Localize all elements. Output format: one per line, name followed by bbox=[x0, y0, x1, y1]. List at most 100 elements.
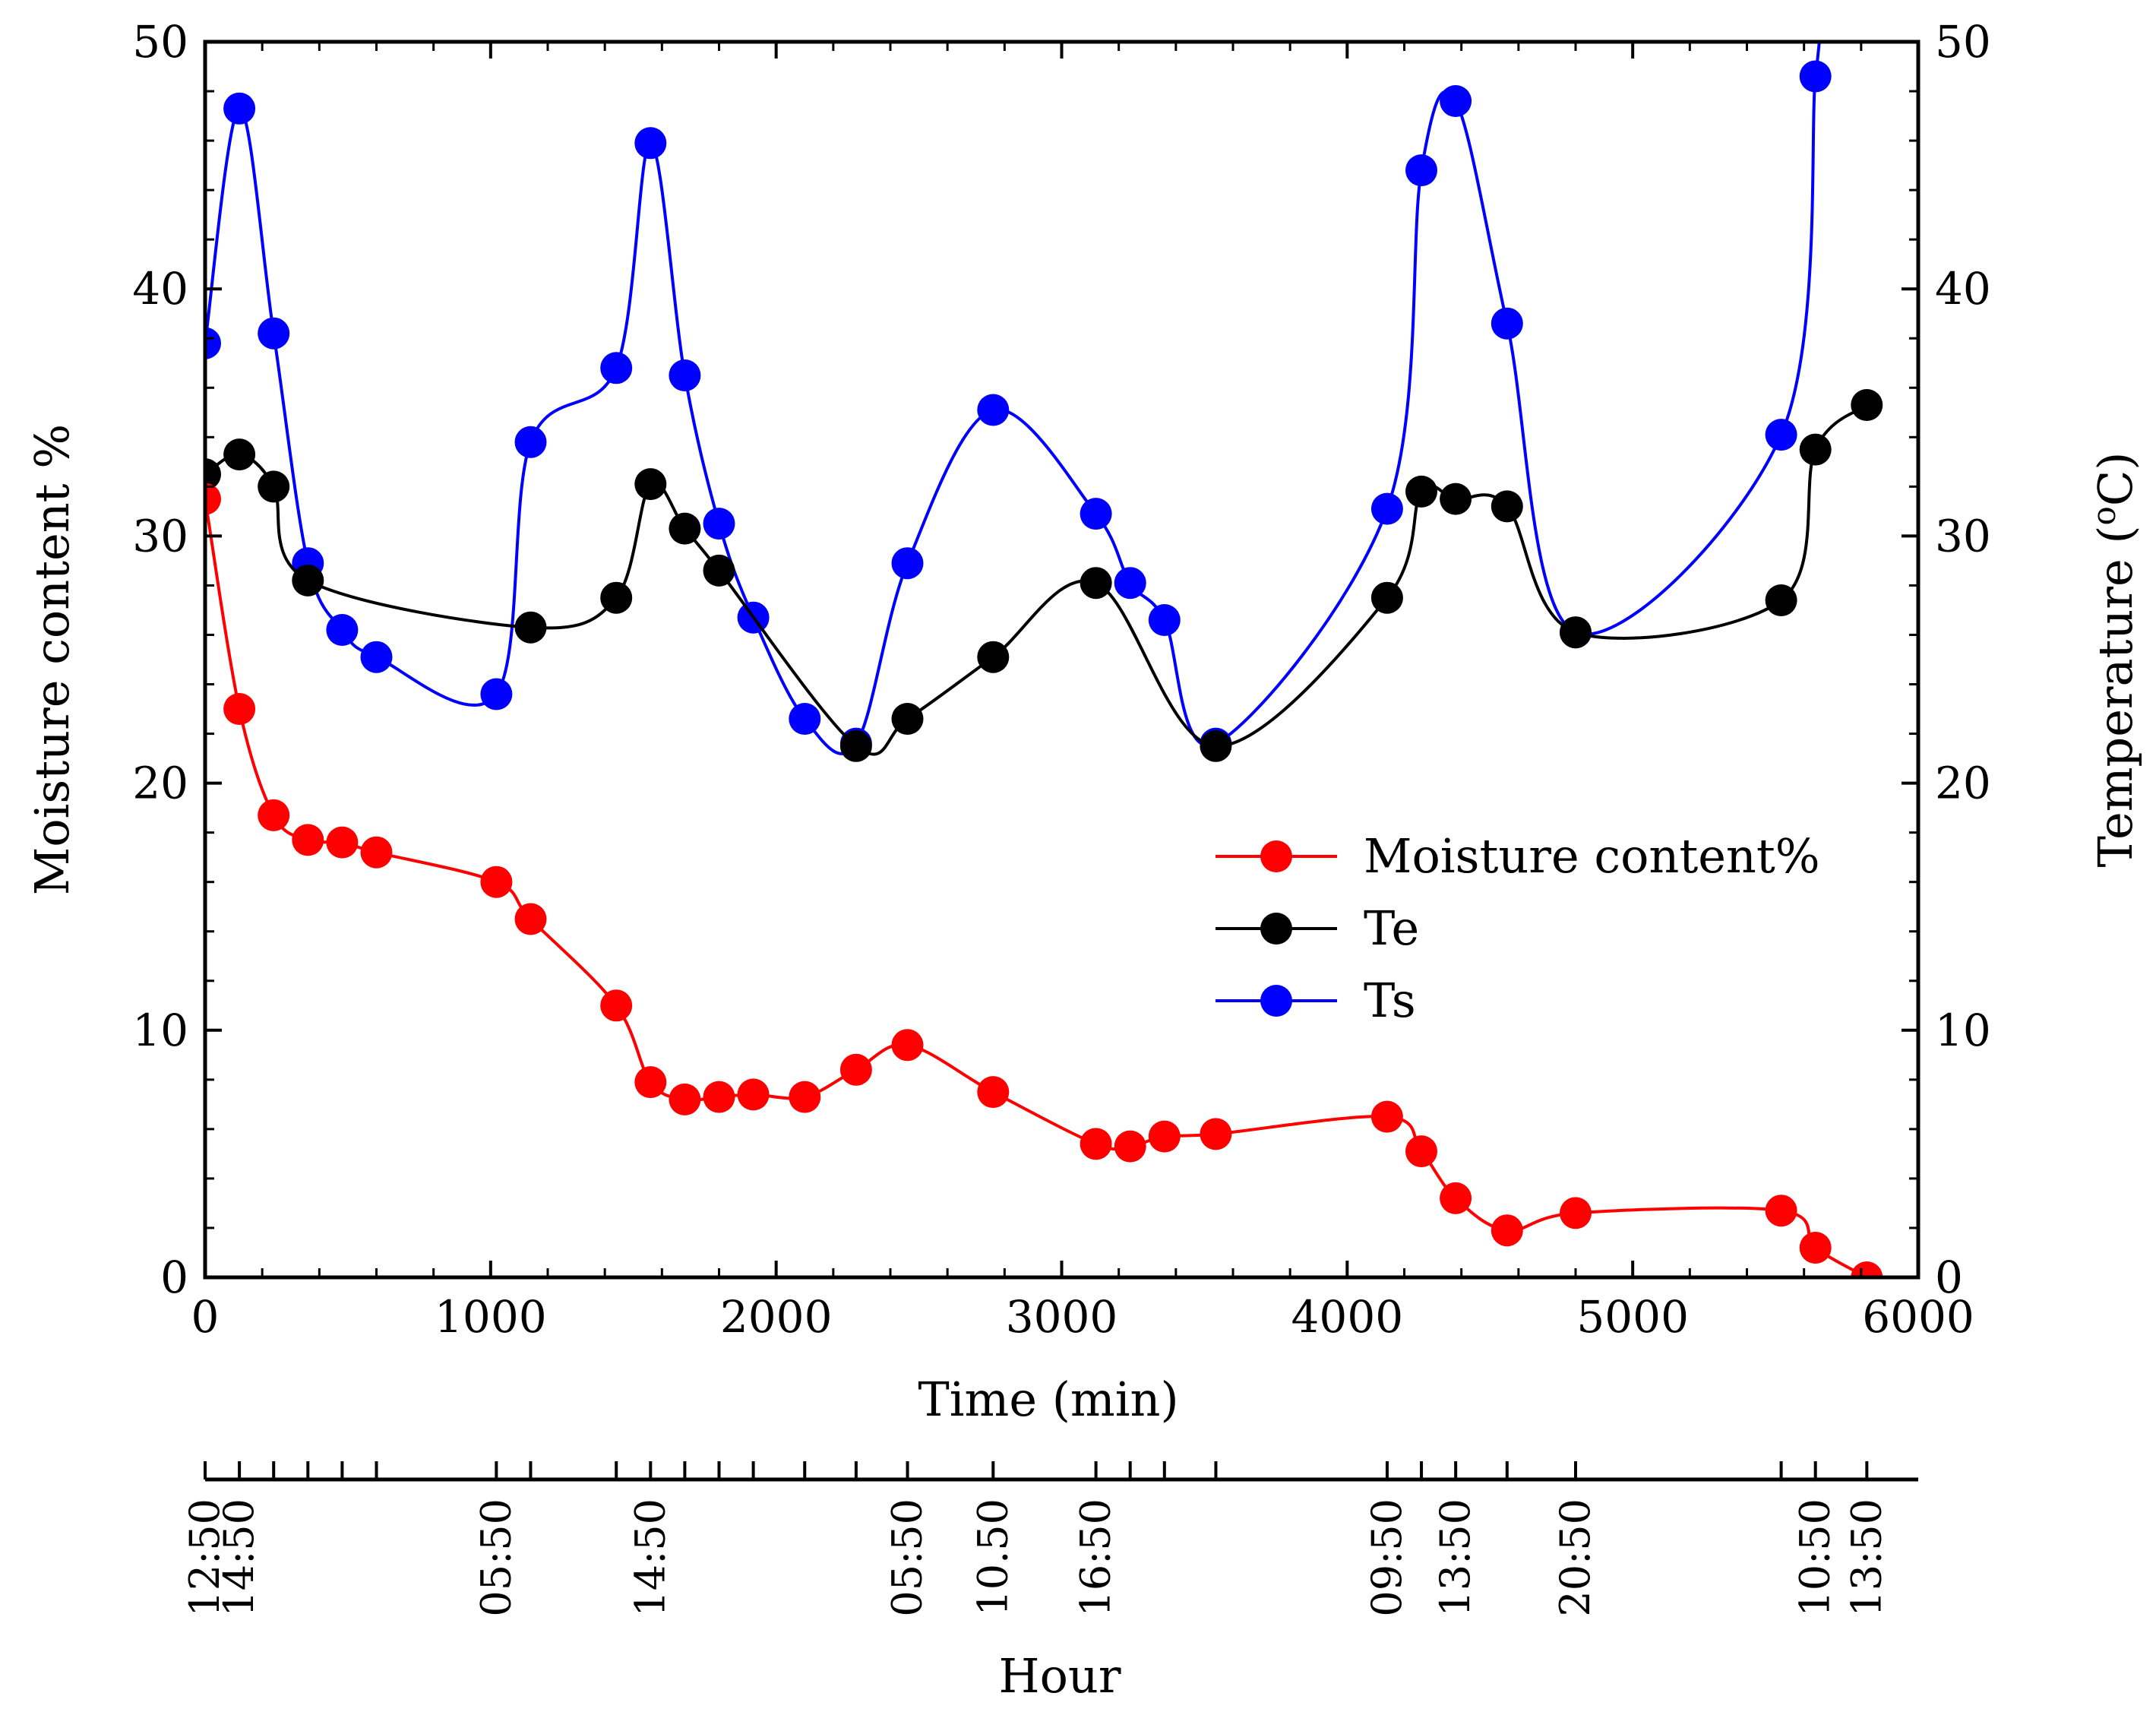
x-tick-label: 3000 bbox=[1006, 1291, 1118, 1343]
series-te bbox=[205, 389, 1883, 762]
y2-tick-label: 50 bbox=[1935, 16, 1991, 68]
data-point-te bbox=[891, 703, 924, 735]
data-point-moisture-content bbox=[1080, 1128, 1112, 1160]
data-point-ts bbox=[1114, 567, 1146, 600]
y2-tick-label: 40 bbox=[1935, 263, 1991, 315]
data-point-te bbox=[669, 512, 701, 545]
hour-tick-label: 16:50 bbox=[1072, 1498, 1120, 1617]
data-point-ts bbox=[600, 352, 633, 384]
series-line-moisture-content bbox=[205, 498, 1868, 1277]
data-point-te bbox=[1491, 490, 1523, 523]
data-point-ts bbox=[1799, 60, 1832, 93]
hour-tick-label: 20:50 bbox=[1551, 1498, 1599, 1617]
data-point-moisture-content bbox=[514, 903, 547, 935]
data-point-moisture-content bbox=[258, 799, 290, 831]
data-point-ts bbox=[1440, 85, 1472, 117]
data-point-moisture-content bbox=[634, 1066, 667, 1099]
series-layer bbox=[205, 42, 1883, 1277]
data-point-moisture-content bbox=[1560, 1197, 1592, 1229]
data-point-moisture-content bbox=[1114, 1130, 1146, 1163]
data-point-moisture-content bbox=[1200, 1118, 1232, 1150]
data-point-moisture-content bbox=[1799, 1232, 1832, 1264]
legend-label-ts: Ts bbox=[1364, 973, 1416, 1028]
y-tick-label: 0 bbox=[160, 1252, 188, 1303]
data-point-ts bbox=[1148, 604, 1181, 636]
data-point-te bbox=[1080, 567, 1112, 600]
data-point-te bbox=[258, 470, 290, 503]
x-tick-label: 2000 bbox=[720, 1291, 833, 1343]
y2-tick-label: 20 bbox=[1935, 758, 1991, 809]
data-point-ts bbox=[205, 327, 221, 359]
data-point-moisture-content bbox=[1405, 1135, 1437, 1168]
data-point-moisture-content bbox=[977, 1076, 1010, 1109]
data-point-te bbox=[205, 458, 221, 491]
y-tick-label: 30 bbox=[132, 510, 188, 562]
y-tick-label: 10 bbox=[132, 1005, 188, 1056]
data-point-ts bbox=[1765, 419, 1797, 451]
data-point-ts bbox=[1080, 498, 1112, 530]
y2-tick-label: 30 bbox=[1935, 510, 1991, 562]
data-point-te bbox=[634, 468, 667, 501]
data-point-moisture-content bbox=[326, 826, 359, 859]
data-point-te bbox=[514, 611, 547, 644]
data-point-te bbox=[292, 564, 324, 597]
data-point-moisture-content bbox=[480, 865, 513, 898]
y-tick-label: 40 bbox=[132, 263, 188, 315]
hour-tick-label: 14:50 bbox=[626, 1498, 674, 1617]
data-point-moisture-content bbox=[839, 1053, 872, 1086]
data-point-moisture-content bbox=[1851, 1261, 1883, 1277]
data-point-te bbox=[1560, 616, 1592, 649]
data-point-ts bbox=[258, 317, 290, 350]
data-point-ts bbox=[1370, 492, 1403, 525]
data-point-te bbox=[1370, 581, 1403, 614]
y2-tick-label: 10 bbox=[1935, 1005, 1991, 1056]
data-point-moisture-content bbox=[789, 1081, 821, 1113]
legend: Moisture content% Te Ts bbox=[1216, 828, 1820, 1028]
data-point-ts bbox=[360, 641, 393, 673]
hour-tick-label: 05:50 bbox=[884, 1498, 931, 1617]
data-point-te bbox=[600, 581, 633, 614]
data-point-ts bbox=[669, 359, 701, 391]
y-tick-label: 20 bbox=[132, 758, 188, 809]
y-axis-title: Moisture content % bbox=[24, 424, 80, 895]
hour-tick-label: 14:50 bbox=[215, 1498, 263, 1617]
data-point-te bbox=[977, 641, 1010, 673]
data-point-moisture-content bbox=[292, 824, 324, 856]
data-point-ts bbox=[514, 426, 547, 458]
data-point-te bbox=[1765, 584, 1797, 616]
data-point-moisture-content bbox=[1491, 1214, 1523, 1247]
data-point-moisture-content bbox=[737, 1078, 770, 1111]
data-point-ts bbox=[480, 678, 513, 710]
y2-tick-label: 0 bbox=[1935, 1252, 1963, 1303]
data-point-te bbox=[1405, 475, 1437, 508]
data-point-te bbox=[1799, 433, 1832, 466]
hour-axis-title: Hour bbox=[999, 1648, 1121, 1704]
data-point-moisture-content bbox=[360, 836, 393, 869]
hour-tick-label: 13:50 bbox=[1842, 1498, 1890, 1617]
data-point-te bbox=[1200, 729, 1232, 762]
y-tick-label: 50 bbox=[132, 16, 188, 68]
series-moisture-content bbox=[205, 483, 1883, 1277]
data-point-ts bbox=[326, 614, 359, 646]
data-point-moisture-content bbox=[1370, 1100, 1403, 1133]
data-point-te bbox=[223, 438, 256, 471]
x-axis-title: Time (min) bbox=[918, 1372, 1178, 1427]
hour-tick-label: 12:50 bbox=[181, 1498, 229, 1617]
data-point-moisture-content bbox=[703, 1081, 735, 1113]
legend-marker-ts bbox=[1260, 985, 1292, 1017]
data-point-ts bbox=[1491, 307, 1523, 340]
hour-tick-label: 13:50 bbox=[1431, 1498, 1479, 1617]
data-point-moisture-content bbox=[669, 1083, 701, 1115]
data-point-moisture-content bbox=[205, 483, 221, 515]
x-tick-label: 6000 bbox=[1862, 1291, 1974, 1343]
legend-label-moisture: Moisture content% bbox=[1364, 828, 1820, 884]
data-point-moisture-content bbox=[891, 1029, 924, 1062]
x-tick-label: 5000 bbox=[1576, 1291, 1689, 1343]
data-point-moisture-content bbox=[1148, 1120, 1181, 1153]
data-point-te bbox=[839, 729, 872, 762]
data-point-moisture-content bbox=[600, 989, 633, 1022]
hour-tick-label: 10.50 bbox=[969, 1498, 1016, 1616]
data-point-ts bbox=[789, 703, 821, 735]
